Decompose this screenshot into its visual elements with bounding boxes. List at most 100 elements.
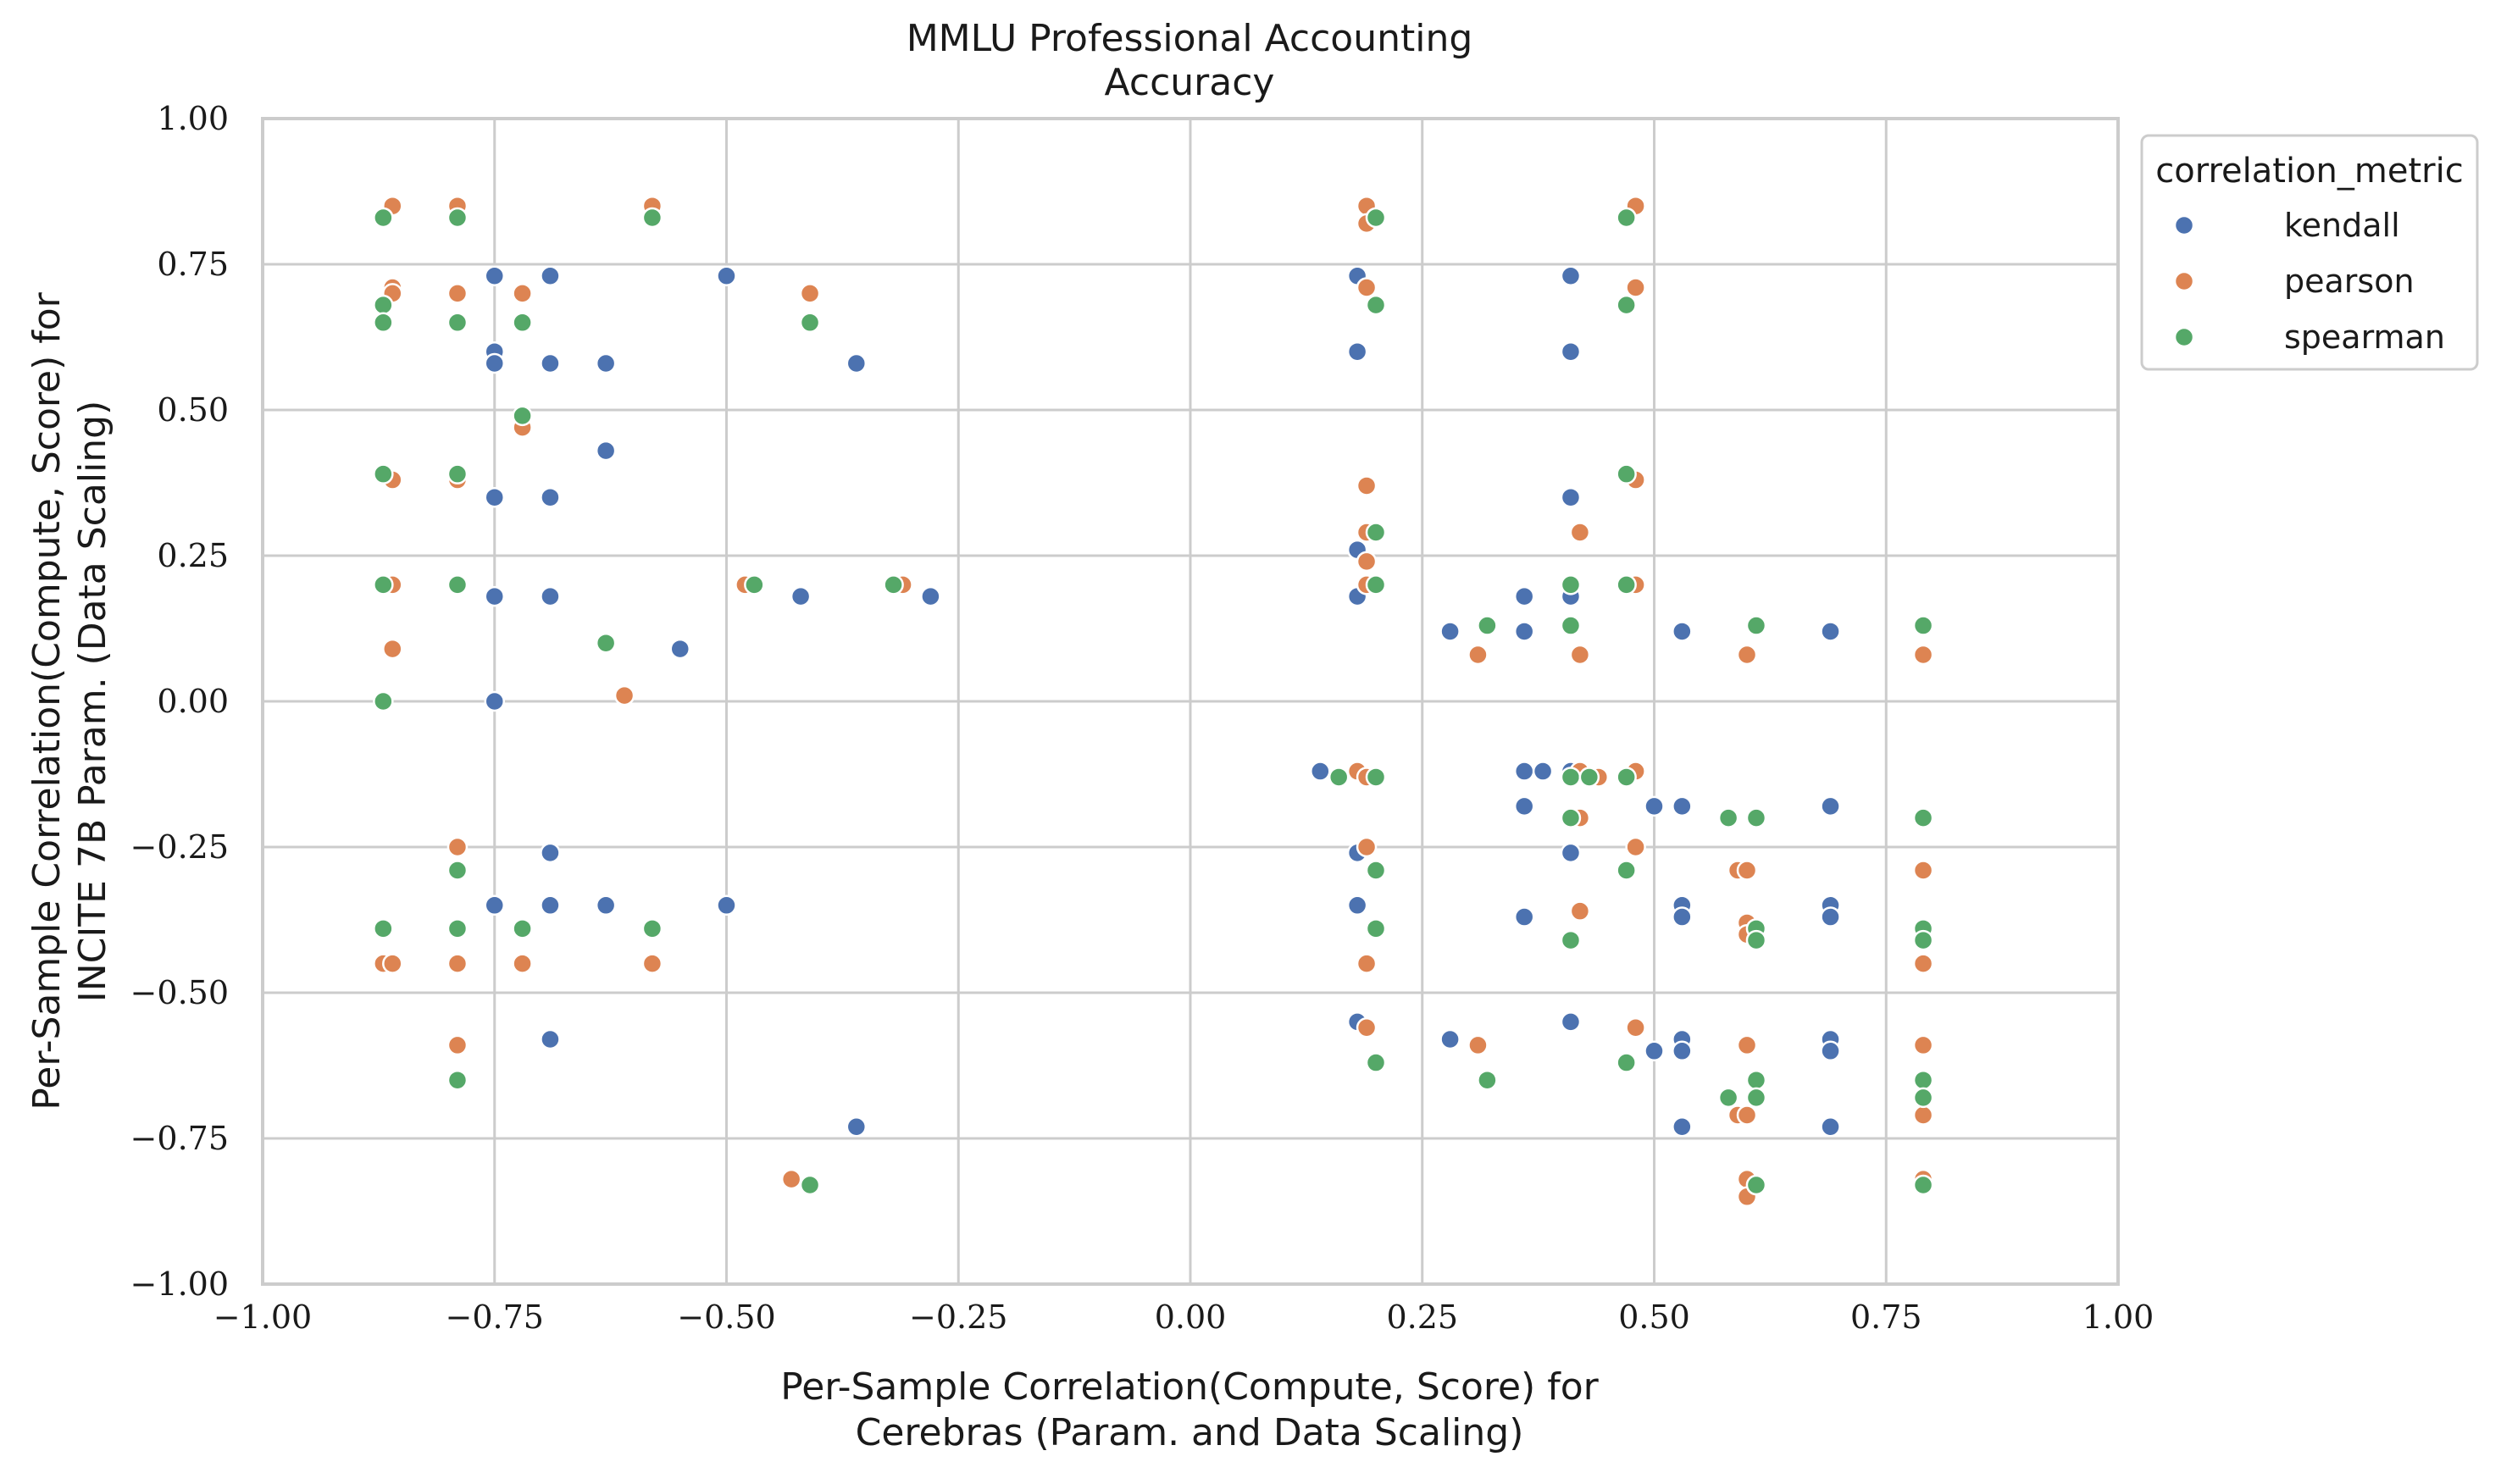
legend-label-kendall: kendall xyxy=(2284,207,2400,244)
series-kendall xyxy=(484,265,1841,1138)
spearman-point xyxy=(373,918,394,939)
spearman-point xyxy=(641,207,663,229)
y-tick-label: −0.50 xyxy=(130,974,229,1011)
spearman-point xyxy=(1560,615,1582,636)
pearson-point xyxy=(1912,1034,1934,1056)
pearson-point xyxy=(1467,644,1489,666)
y-axis-label-line-2: INCITE 7B Param. (Data Scaling) xyxy=(71,401,114,1003)
spearman-point xyxy=(512,405,533,427)
pearson-point xyxy=(382,638,403,660)
y-tick-label: 0.75 xyxy=(157,246,229,283)
spearman-point xyxy=(1616,1052,1637,1073)
spearman-point xyxy=(446,1069,469,1091)
spearman-point xyxy=(446,463,469,485)
pearson-point xyxy=(613,684,635,706)
kendall-point xyxy=(1513,585,1535,607)
x-tick-label: 0.75 xyxy=(1850,1298,1922,1336)
kendall-point xyxy=(484,894,505,916)
plot-frame xyxy=(261,117,2120,1286)
spearman-point xyxy=(1912,615,1934,636)
kendall-point xyxy=(484,690,505,712)
legend-title: correlation_metric xyxy=(2155,152,2463,191)
spearman-point xyxy=(1560,807,1582,828)
spearman-point xyxy=(373,690,394,712)
x-tick-label: 0.00 xyxy=(1155,1298,1227,1336)
x-tick-label: −0.50 xyxy=(677,1298,775,1336)
spearman-point xyxy=(1365,574,1387,595)
data-points xyxy=(373,195,1934,1208)
pearson-point xyxy=(780,1168,802,1190)
kendall-point xyxy=(1513,795,1535,817)
spearman-point xyxy=(1365,294,1387,316)
kendall-point xyxy=(1672,795,1693,817)
pearson-point xyxy=(1625,1017,1646,1038)
spearman-point xyxy=(373,312,394,334)
spearman-point xyxy=(1365,1052,1387,1073)
y-tick-label: −1.00 xyxy=(130,1265,229,1303)
kendall-point xyxy=(595,352,617,374)
spearman-point xyxy=(1745,1069,1767,1091)
legend-items: kendall pearson spearman xyxy=(2173,207,2445,356)
spearman-point xyxy=(883,574,904,595)
series-spearman xyxy=(373,207,1934,1196)
pearson-point xyxy=(1736,1105,1758,1126)
x-tick-label: −1.00 xyxy=(214,1298,312,1336)
spearman-point xyxy=(1616,860,1637,881)
pearson-point xyxy=(1356,551,1378,573)
kendall-point xyxy=(1513,906,1535,928)
kendall-point xyxy=(595,440,617,462)
kendall-point xyxy=(1820,1040,1841,1062)
kendall-point xyxy=(1644,1040,1665,1062)
kendall-point xyxy=(540,842,561,864)
legend-marker-kendall xyxy=(2173,214,2195,236)
y-tick-label: −0.25 xyxy=(130,828,229,866)
spearman-point xyxy=(1365,860,1387,881)
kendall-point xyxy=(540,1028,561,1050)
spearman-point xyxy=(1745,807,1767,828)
spearman-point xyxy=(595,632,617,654)
kendall-point xyxy=(1672,1116,1693,1138)
spearman-point xyxy=(1912,807,1934,828)
pearson-point xyxy=(446,1034,469,1056)
spearman-point xyxy=(1745,929,1767,951)
spearman-point xyxy=(1560,574,1582,595)
pearson-point xyxy=(1912,953,1934,974)
kendall-point xyxy=(846,352,868,374)
spearman-point xyxy=(1477,615,1498,636)
pearson-point xyxy=(1356,1017,1378,1038)
kendall-point xyxy=(669,638,690,660)
x-tick-label: 1.00 xyxy=(2082,1298,2154,1336)
spearman-point xyxy=(1365,767,1387,788)
kendall-point xyxy=(1560,265,1582,287)
y-tick-label: 0.00 xyxy=(157,683,229,720)
pearson-point xyxy=(1912,1105,1934,1126)
spearman-point xyxy=(1365,207,1387,229)
kendall-point xyxy=(1560,1011,1582,1033)
kendall-point xyxy=(1672,906,1693,928)
legend-marker-spearman xyxy=(2173,326,2195,348)
kendall-point xyxy=(595,894,617,916)
pearson-point xyxy=(799,283,821,304)
kendall-point xyxy=(1672,621,1693,642)
kendall-point xyxy=(484,352,505,374)
legend-label-spearman: spearman xyxy=(2284,318,2445,356)
kendall-point xyxy=(1513,761,1535,782)
spearman-point xyxy=(1477,1069,1498,1091)
kendall-point xyxy=(1820,795,1841,817)
spearman-point xyxy=(1745,1174,1767,1196)
spearman-point xyxy=(1365,522,1387,543)
kendall-point xyxy=(1532,761,1554,782)
pearson-point xyxy=(1356,953,1378,974)
pearson-point xyxy=(641,953,663,974)
y-tick-label: −0.75 xyxy=(130,1120,229,1157)
kendall-point xyxy=(1560,842,1582,864)
legend-label-pearson: pearson xyxy=(2284,263,2415,300)
spearman-point xyxy=(373,574,394,595)
spearman-point xyxy=(1365,918,1387,939)
pearson-point xyxy=(1569,900,1591,922)
y-axis-label-line-1: Per-Sample Correlation(Compute, Score) f… xyxy=(25,291,69,1110)
spearman-point xyxy=(1616,294,1637,316)
pearson-point xyxy=(512,953,533,974)
pearson-point xyxy=(1356,475,1378,496)
